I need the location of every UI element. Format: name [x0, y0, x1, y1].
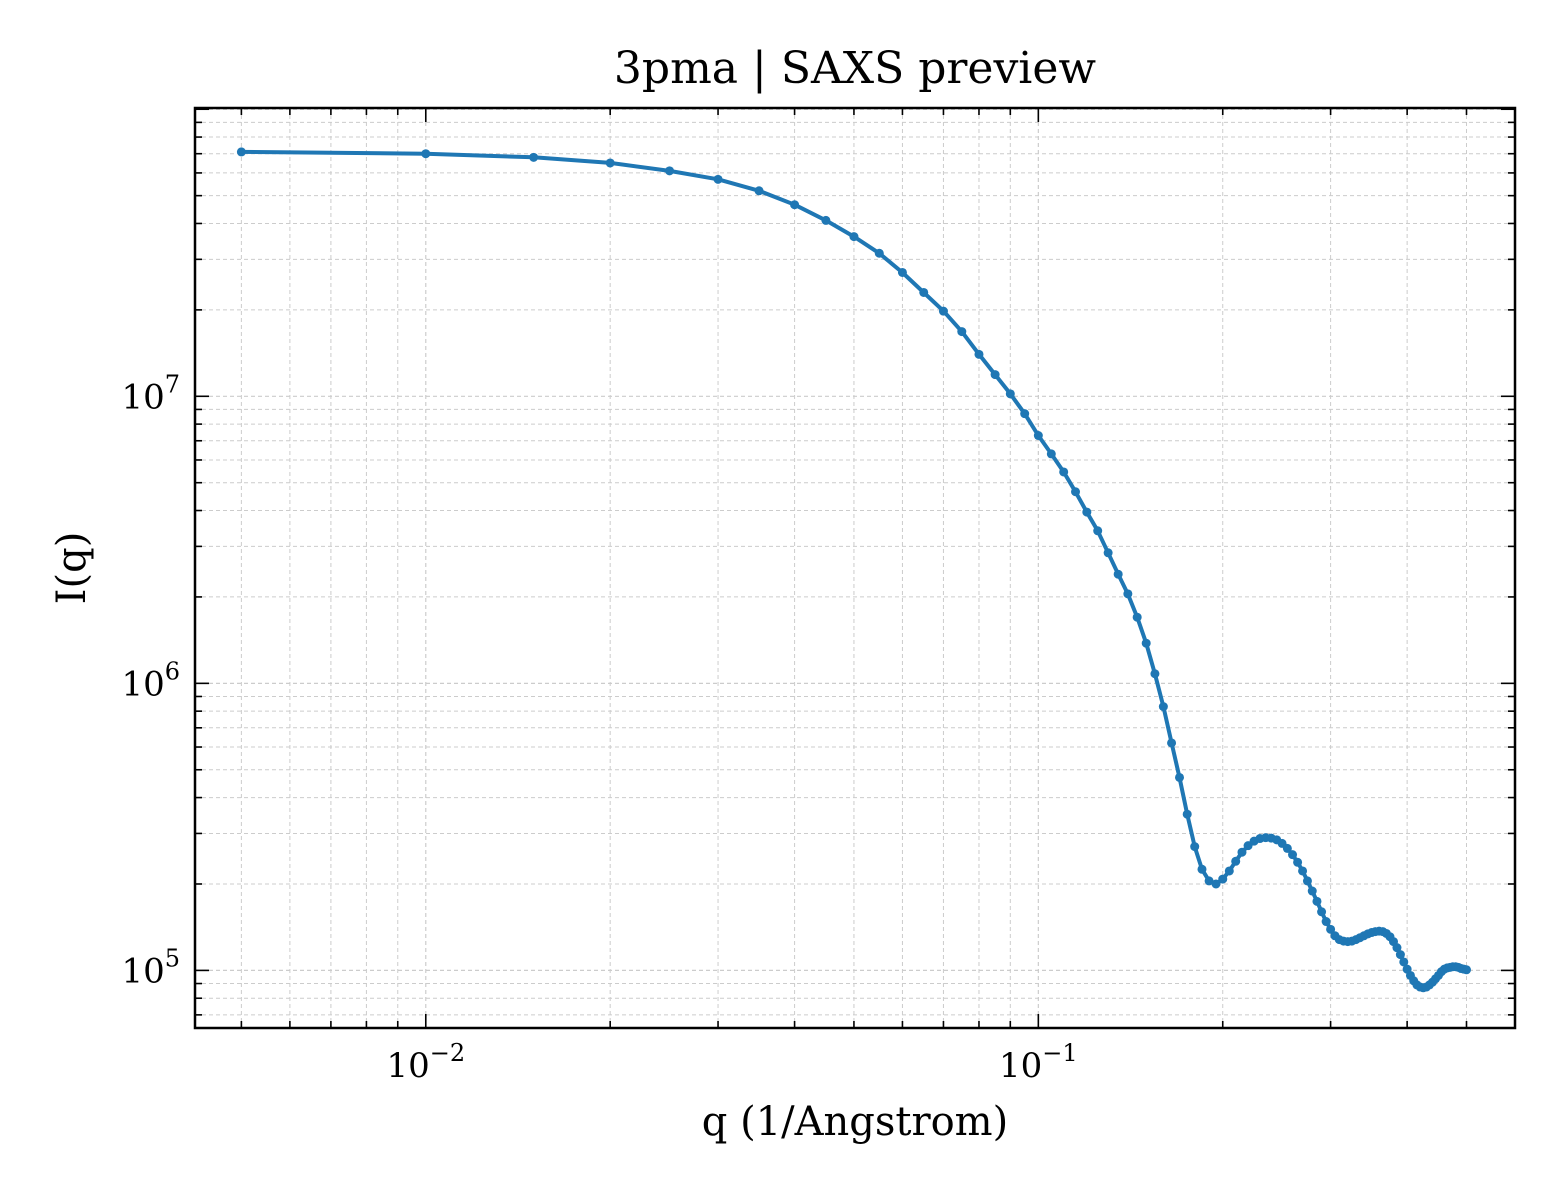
data-point — [938, 306, 948, 316]
data-point — [1224, 866, 1234, 876]
data-point — [1321, 917, 1331, 927]
data-point — [790, 200, 800, 210]
data-point — [1298, 866, 1308, 876]
data-point — [1167, 738, 1177, 748]
data-point — [1395, 950, 1405, 960]
y-tick-label: 105 — [121, 944, 180, 991]
data-point — [897, 267, 907, 277]
data-point — [1237, 847, 1247, 857]
data-point — [957, 327, 967, 337]
data-point — [990, 370, 1000, 380]
data-point — [919, 287, 929, 297]
data-point — [1461, 965, 1471, 975]
data-point — [713, 174, 723, 184]
data-point — [1302, 876, 1312, 886]
data-point — [421, 149, 431, 159]
data-point — [1204, 876, 1214, 886]
chart-title: 3pma | SAXS preview — [614, 43, 1096, 94]
y-tick-label: 107 — [121, 370, 180, 417]
data-point — [821, 215, 831, 225]
data-point — [1288, 850, 1298, 860]
data-point — [754, 186, 764, 196]
data-point — [1317, 907, 1327, 917]
data-point — [1132, 612, 1142, 622]
data-point — [1113, 569, 1123, 579]
data-point — [1005, 389, 1015, 399]
y-axis-label: I(q) — [49, 532, 95, 605]
data-point — [849, 232, 859, 242]
data-point — [1082, 507, 1092, 517]
data-point — [1211, 879, 1221, 889]
data-point — [1307, 886, 1317, 896]
data-point — [1103, 548, 1113, 558]
data-point — [1312, 896, 1322, 906]
data-point — [1197, 864, 1207, 874]
x-axis-label: q (1/Angstrom) — [702, 1099, 1008, 1145]
data-point — [974, 349, 984, 359]
data-point — [1293, 857, 1303, 867]
data-point — [1046, 449, 1056, 459]
series-group — [236, 147, 1471, 993]
x-tick-label: 10−1 — [999, 1039, 1078, 1086]
data-point — [874, 248, 884, 258]
data-point — [1218, 874, 1228, 884]
data-point — [236, 147, 246, 157]
data-point — [1123, 589, 1133, 599]
data-point — [1399, 957, 1409, 967]
data-point — [1175, 772, 1185, 782]
data-point — [1182, 809, 1192, 819]
data-point — [1231, 856, 1241, 866]
data-point — [1282, 843, 1292, 853]
data-point — [665, 166, 675, 176]
data-point — [1033, 431, 1043, 441]
tick-labels: 10−2 10−1 105 106 107 — [121, 370, 1077, 1086]
data-point — [1190, 842, 1200, 852]
y-tick-label: 106 — [121, 657, 180, 704]
data-point — [1020, 409, 1030, 419]
data-point — [1392, 943, 1402, 953]
plot-frame — [193, 106, 1517, 1030]
x-tick-label: 10−2 — [386, 1039, 465, 1086]
data-point — [1158, 702, 1168, 712]
data-point — [605, 158, 615, 168]
data-point — [1071, 487, 1081, 497]
data-point — [1326, 924, 1336, 934]
data-point — [1141, 638, 1151, 648]
data-point — [1093, 526, 1103, 536]
data-point — [529, 152, 539, 162]
data-point — [1059, 467, 1069, 477]
data-point — [1150, 669, 1160, 679]
